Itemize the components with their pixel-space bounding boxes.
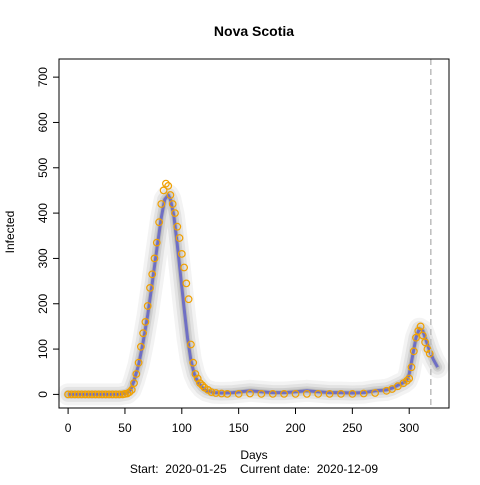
observed-point <box>130 379 138 388</box>
y-axis: 0 100 200 300 400 500 600 700 <box>36 67 60 398</box>
observed-point <box>234 390 243 398</box>
observed-point <box>143 302 152 310</box>
chart-footer: Start: 2020-01-25 Current date: 2020-12-… <box>130 462 378 476</box>
observed-point <box>186 340 195 349</box>
observed-point <box>168 200 177 208</box>
y-axis-label: Infected <box>3 211 17 254</box>
observed-point <box>348 390 357 398</box>
observed-point <box>416 322 425 331</box>
observed-point <box>193 374 202 383</box>
y-tick-label: 400 <box>36 203 50 223</box>
observed-point <box>180 263 189 272</box>
observed-point <box>184 295 193 304</box>
y-tick-label: 700 <box>36 67 50 87</box>
observed-point <box>314 390 323 398</box>
observed-point <box>141 318 150 326</box>
y-tick-label: 0 <box>36 391 50 398</box>
y-tick-label: 600 <box>36 112 50 132</box>
observed-point <box>166 191 175 199</box>
observed-point <box>303 390 311 398</box>
observed-point <box>217 389 226 398</box>
x-tick-label: 250 <box>342 421 362 435</box>
observed-point <box>136 342 145 351</box>
observed-point <box>196 379 204 388</box>
observed-point <box>115 390 124 399</box>
observed-point <box>211 389 220 397</box>
observed-point <box>325 390 334 398</box>
observed-point <box>371 389 380 397</box>
observed-point <box>191 370 200 378</box>
observed-point <box>409 347 418 356</box>
observed-point <box>155 218 164 227</box>
x-axis-label: Days <box>240 448 267 462</box>
observed-point <box>134 358 143 367</box>
observed-point <box>171 209 179 218</box>
x-tick-label: 150 <box>229 421 249 435</box>
observed-point <box>407 363 416 372</box>
observed-point <box>359 389 368 398</box>
observed-point <box>189 358 198 367</box>
observed-point <box>207 388 216 397</box>
observed-point <box>175 234 184 242</box>
observed-point <box>223 390 232 398</box>
y-tick-label: 300 <box>36 248 50 268</box>
observed-point <box>152 238 161 247</box>
observed-point <box>132 370 141 378</box>
observed-point <box>150 254 159 263</box>
observed-point <box>157 200 166 208</box>
y-tick-label: 500 <box>36 157 50 177</box>
x-tick-label: 100 <box>172 421 192 435</box>
x-tick-label: 50 <box>118 421 132 435</box>
observed-point <box>257 390 266 398</box>
observed-point <box>173 222 182 231</box>
observed-point <box>246 389 254 398</box>
chart-title: Nova Scotia <box>214 23 294 39</box>
observed-point <box>148 270 157 279</box>
y-tick-label: 100 <box>36 339 50 359</box>
observed-point <box>393 382 402 391</box>
y-tick-label: 200 <box>36 293 50 313</box>
observed-point <box>125 388 134 397</box>
observed-point <box>268 390 277 398</box>
observed-point <box>403 376 411 385</box>
observed-point <box>164 181 173 190</box>
x-tick-label: 0 <box>65 421 72 435</box>
x-tick-label: 200 <box>285 421 305 435</box>
observed-point <box>405 374 414 383</box>
observed-point <box>198 381 207 390</box>
observed-point <box>177 249 186 258</box>
observed-point <box>414 327 423 335</box>
observed-point <box>139 329 148 338</box>
observed-point <box>161 179 170 188</box>
observed-point <box>425 349 434 358</box>
observed-point <box>127 386 136 394</box>
observed-point <box>146 284 154 292</box>
x-tick-label: 300 <box>399 421 419 435</box>
observed-point <box>159 186 168 195</box>
observed-point <box>412 333 420 342</box>
observed-point <box>182 279 191 288</box>
x-axis: 0 50 100 150 200 250 300 <box>65 407 420 435</box>
observed-point <box>418 331 427 340</box>
observed-point <box>421 338 430 347</box>
observed-point <box>280 390 289 398</box>
observed-points-layer <box>64 179 434 399</box>
observed-point <box>291 390 300 398</box>
observed-point <box>337 390 345 398</box>
